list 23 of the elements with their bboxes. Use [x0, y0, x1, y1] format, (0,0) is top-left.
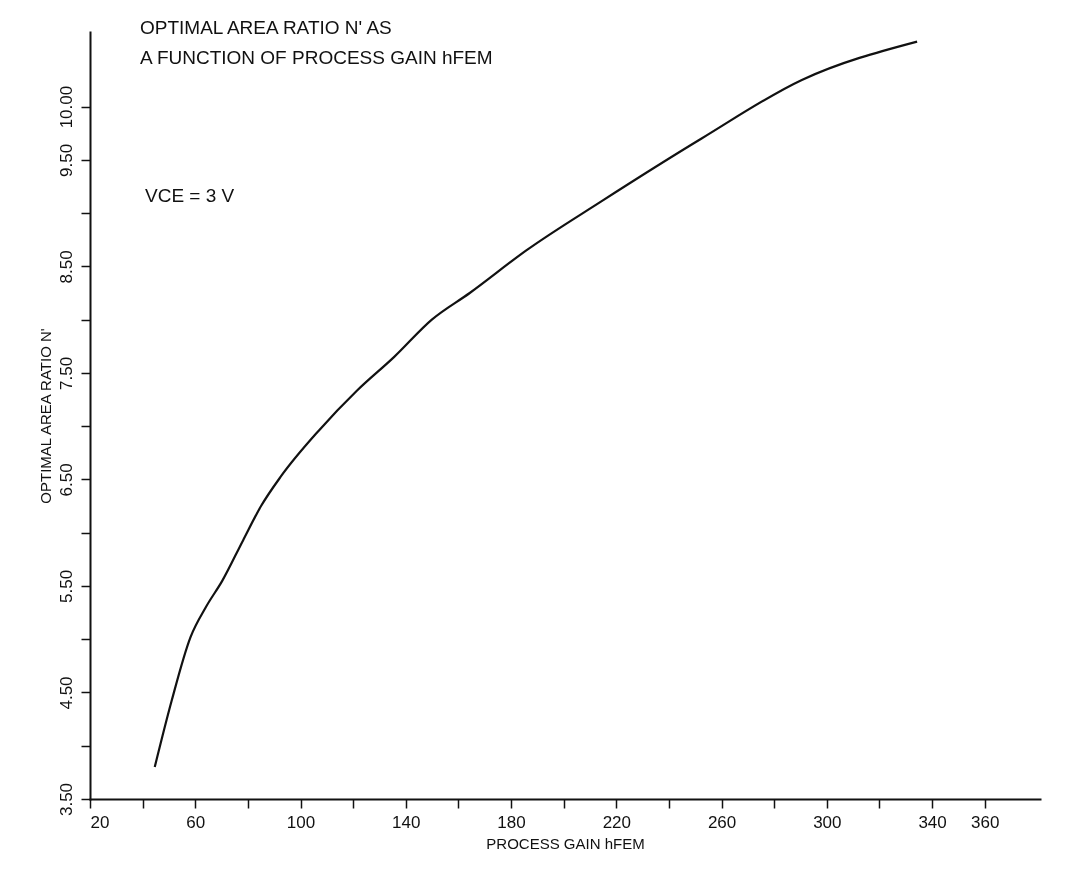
x-tick-label: 140: [392, 812, 421, 832]
y-tick-label: 7.50: [56, 356, 76, 390]
x-axis-title: PROCESS GAIN hFEM: [486, 834, 645, 852]
x-tick-label: 60: [186, 812, 206, 832]
y-axis-title: OPTIMAL AREA RATIO N': [36, 328, 54, 504]
x-tick-label: 340: [918, 812, 947, 832]
text: OPTIMAL AREA RATIO N' AS: [140, 17, 392, 38]
x-tick-label: 300: [813, 812, 842, 832]
x-tick-label: 20: [90, 812, 110, 832]
text: A FUNCTION OF PROCESS GAIN hFEM: [140, 47, 493, 68]
x-tick-label: 260: [707, 812, 737, 832]
y-tick-label: 8.50: [56, 250, 76, 284]
y-tick-label: 5.50: [56, 569, 76, 603]
x-tick-label: 220: [602, 812, 631, 832]
y-tick-label: 6.50: [56, 463, 76, 497]
x-tick-label: 180: [497, 812, 526, 832]
x-tick-label: 100: [286, 812, 316, 832]
y-tick-label: 3.50: [56, 782, 76, 817]
y-tick-label: 9.50: [56, 143, 76, 177]
y-tick-label: 4.50: [56, 676, 76, 710]
annotation: VCE = 3 V: [145, 185, 235, 206]
y-tick-label: 10.00: [56, 85, 76, 129]
x-tick-label: 360: [971, 812, 1000, 832]
